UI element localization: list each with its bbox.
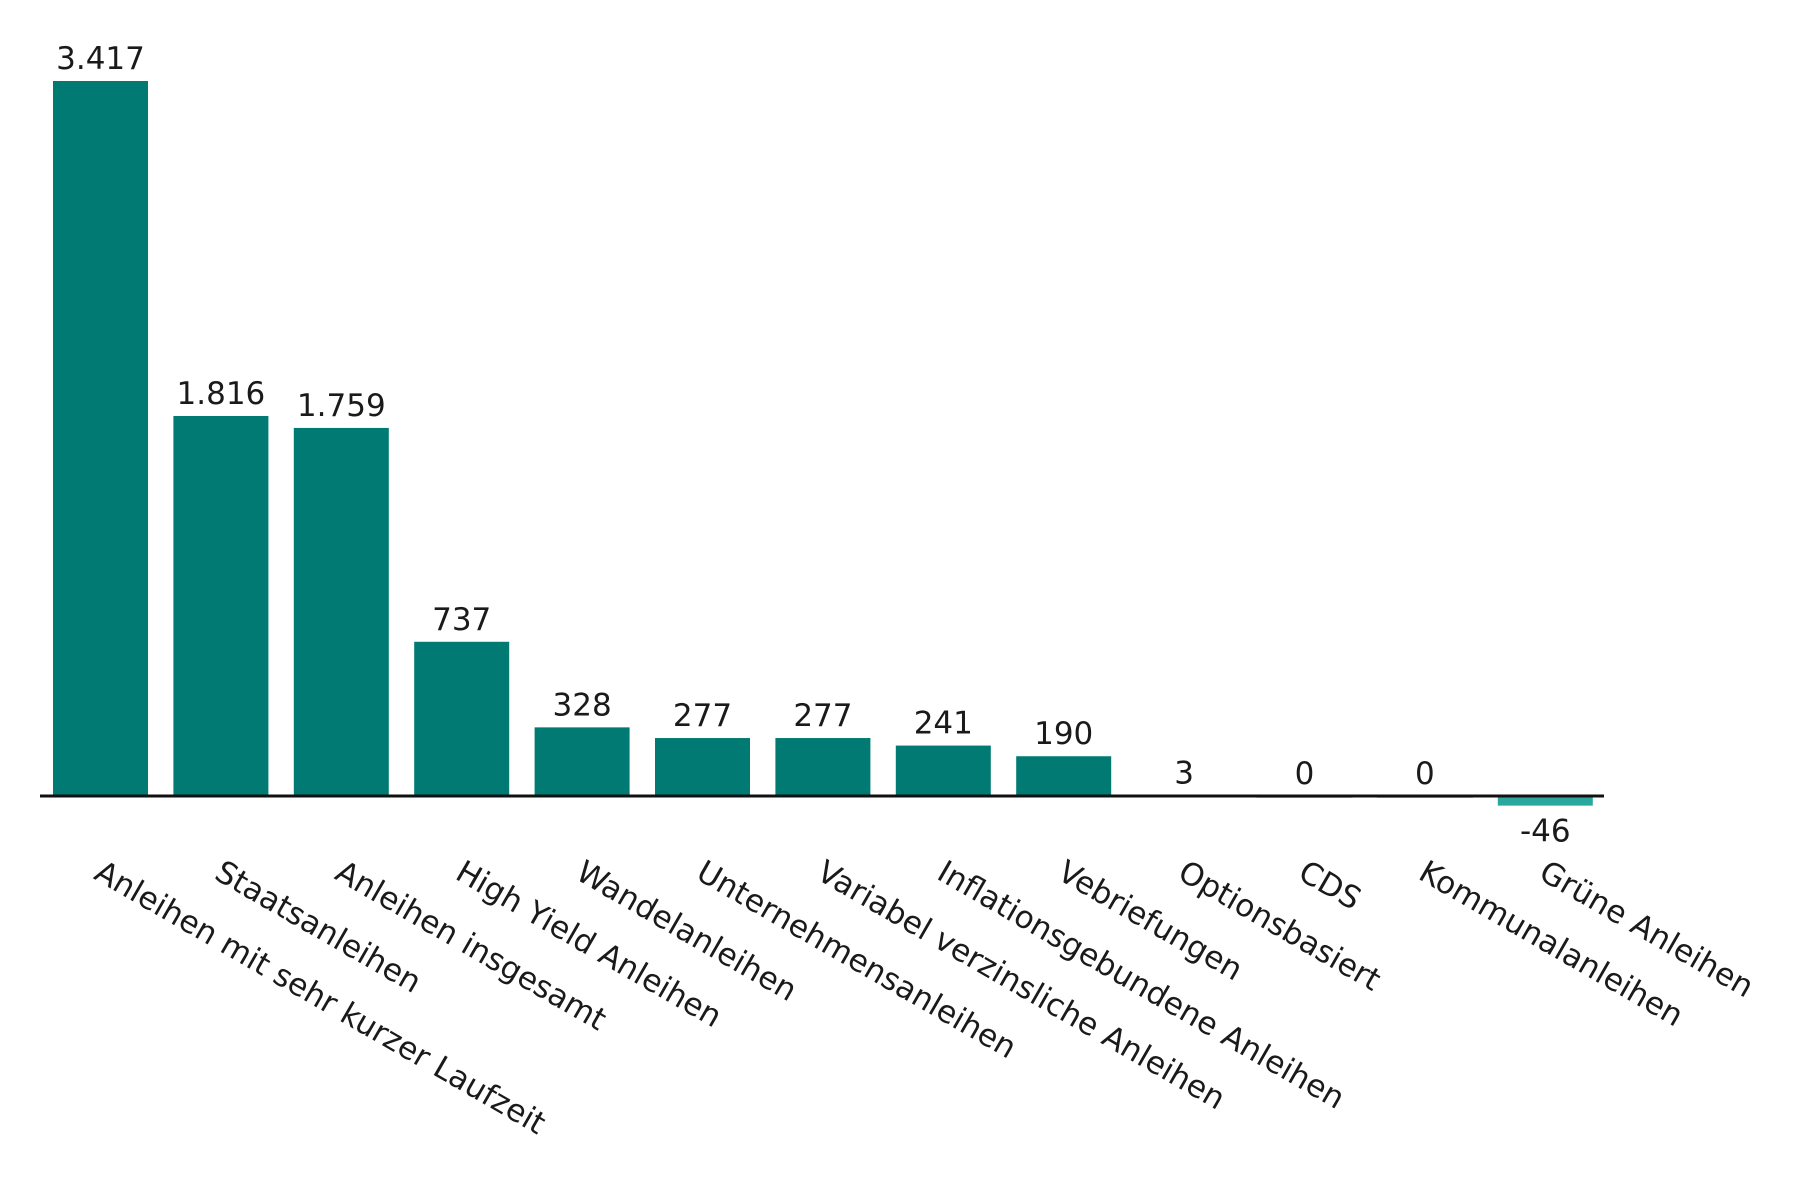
value-label: 3: [1174, 755, 1194, 791]
bar: [895, 745, 991, 796]
bar: [655, 738, 750, 796]
bar: [293, 427, 389, 796]
value-label: 241: [914, 706, 973, 742]
x-tick-label: Optionsbasiert: [1172, 854, 1387, 999]
value-label: 0: [1415, 756, 1435, 792]
bar: [1497, 796, 1593, 806]
value-label: 328: [553, 687, 612, 723]
value-label: 277: [673, 698, 732, 734]
x-tick-label: CDS: [1293, 854, 1367, 918]
value-label: 737: [432, 602, 491, 638]
bar: [775, 738, 871, 796]
value-label: 277: [793, 698, 852, 734]
bar: [534, 727, 630, 796]
bar: [1016, 756, 1112, 796]
value-label: 3.417: [56, 41, 145, 77]
bar: [53, 81, 148, 796]
value-label: -46: [1520, 814, 1571, 850]
bar: [173, 416, 269, 796]
value-label: 1.759: [297, 388, 386, 424]
bar: [414, 641, 510, 796]
value-label: 190: [1034, 716, 1093, 752]
value-label: 1.816: [177, 376, 266, 412]
value-label: 0: [1295, 756, 1315, 792]
